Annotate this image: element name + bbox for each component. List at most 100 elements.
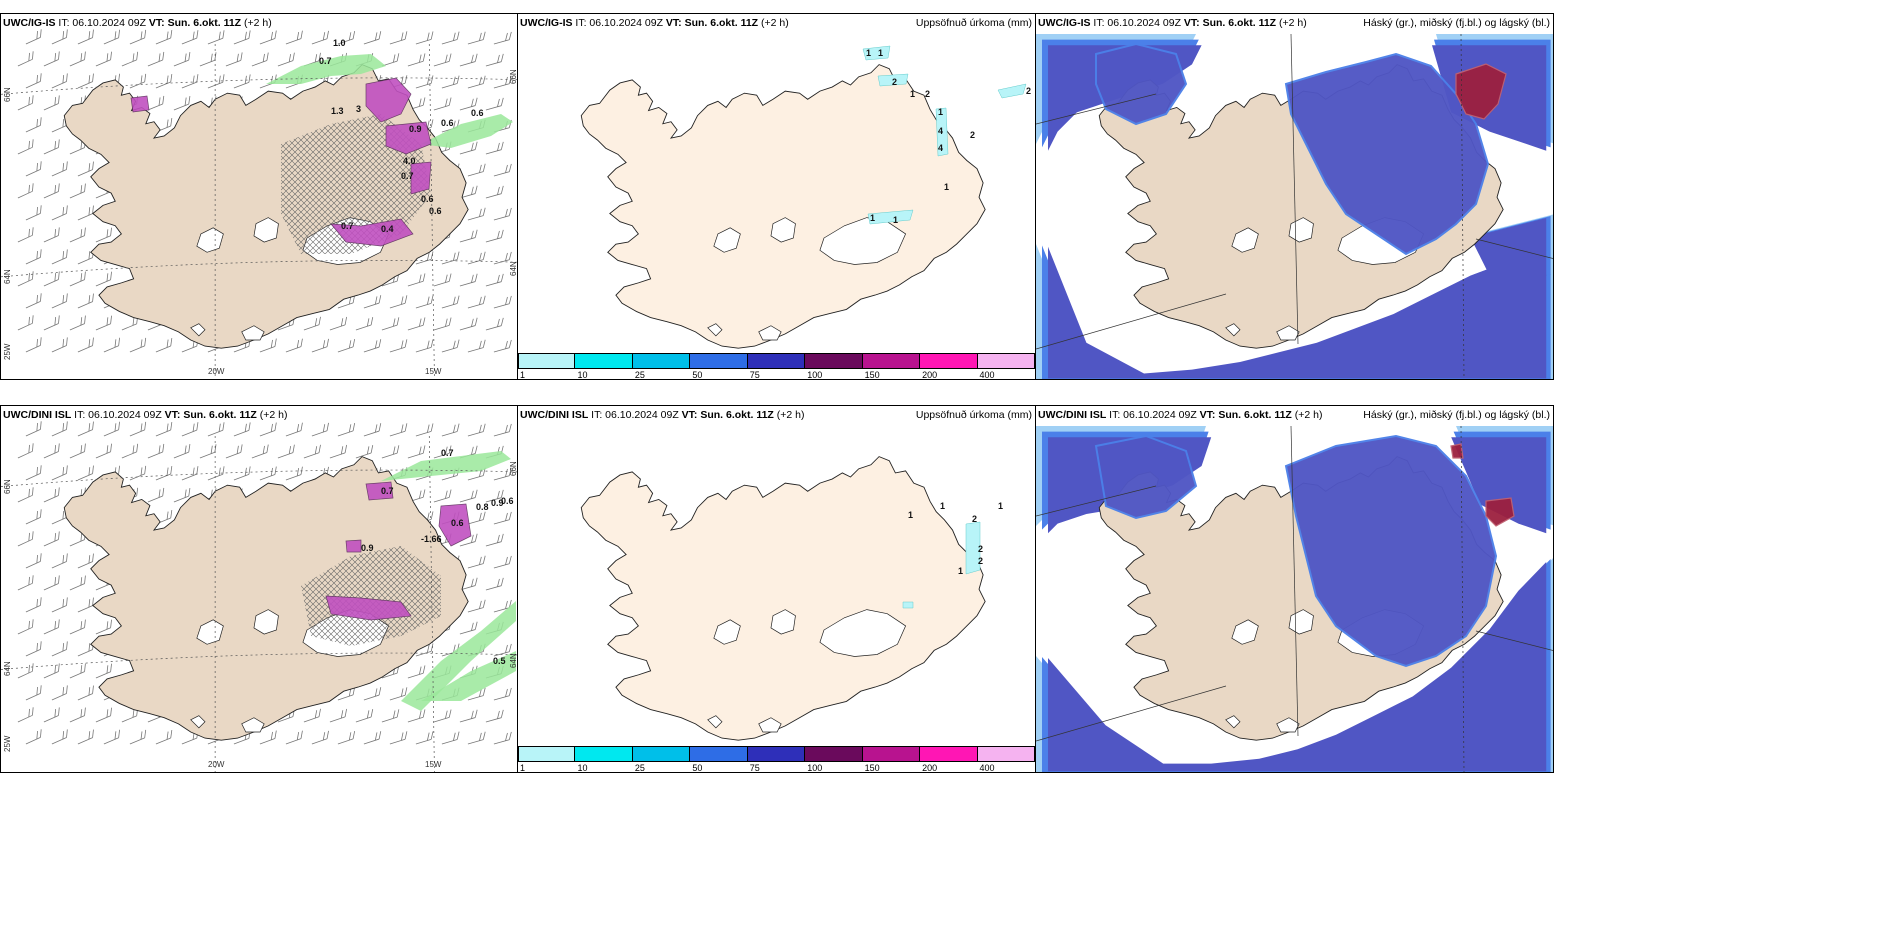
map-canvas	[1036, 33, 1553, 379]
value-label: 1	[910, 89, 915, 99]
colorbar-tick: 1	[520, 763, 526, 773]
colorbar-frame	[518, 746, 1035, 762]
lat-label: 66N	[509, 69, 518, 84]
colorbar-tick: 50	[692, 370, 703, 380]
precip-area	[877, 73, 909, 87]
lat-label: 66N	[509, 461, 518, 476]
panel-title: Uppsöfnuð úrkoma (mm)	[915, 17, 1032, 29]
value-label: 4	[938, 143, 943, 153]
cloud-low	[1048, 562, 1547, 772]
precip-area	[381, 451, 511, 481]
lon-label: 20W	[208, 760, 225, 769]
init-time: IT: 06.10.2024 09Z	[71, 409, 165, 421]
model-name: UWC/DINI ISL	[520, 409, 589, 421]
colorbar-tick: 10	[577, 763, 588, 773]
valid-time: VT: Sun. 6.okt. 11Z	[1183, 17, 1277, 29]
lat-label: 66N	[3, 87, 12, 102]
lead-time: (+2 h)	[773, 409, 805, 421]
value-label: 0.9	[361, 543, 374, 553]
precip-area	[965, 521, 981, 575]
colorbar-tick: 25	[634, 763, 645, 773]
valid-time: VT: Sun. 6.okt. 11Z	[164, 409, 257, 421]
precip-values: 1 1 1 2 1 2 2	[908, 501, 1003, 576]
value-label: 2	[892, 77, 897, 87]
precip-area	[421, 114, 513, 148]
map-canvas: 0.70.8 0.90.6-1.660.60.50.70.9	[1, 421, 517, 772]
colorbar-swatch	[690, 746, 748, 762]
panel-header: UWC/DINI ISL IT: 06.10.2024 09Z VT: Sun.…	[520, 409, 805, 421]
colorbar-swatch	[862, 353, 921, 369]
value-label: 2	[970, 130, 975, 140]
colorbar-tick: 75	[749, 370, 760, 380]
colorbar-swatch	[805, 353, 863, 369]
value-label: 1	[870, 213, 875, 223]
value-label: -1.66	[421, 534, 442, 544]
value-label: 2	[978, 556, 983, 566]
init-time: IT: 06.10.2024 09Z	[572, 17, 666, 29]
lead-time: (+2 h)	[256, 409, 288, 421]
precip-area	[902, 601, 914, 609]
panel-header: UWC/IG-IS IT: 06.10.2024 09Z VT: Sun. 6.…	[3, 17, 272, 29]
precip-area	[997, 83, 1027, 99]
lat-label: 64N	[509, 261, 518, 276]
cloud-low	[1094, 434, 1198, 520]
valid-time: VT: Sun. 6.okt. 11Z	[1199, 409, 1292, 421]
value-label: 0.9	[491, 498, 504, 508]
colorbar-tick: 200	[922, 763, 938, 773]
colorbar-tick: 400	[979, 370, 995, 380]
cloud-low	[1048, 246, 1547, 379]
iceland-landmass	[580, 64, 986, 349]
value-label: 1	[938, 107, 943, 117]
lat-label: 64N	[509, 653, 518, 668]
panel-wind-dini: 0.7 0.8 0.9 0.6 -1.66 0.6 0.5 0.7 0.9 20W 15W 66N 64…	[0, 405, 518, 773]
panel-title: Háský (gr.), miðský (fj.bl.) og lágský (…	[1363, 17, 1550, 29]
panel-wind-igis: 1.0 0.7 0.6 0.6 0.9 1.3 0.7 0.6 4.0 3 0.7 0.4 0.6 20W…	[0, 13, 518, 380]
value-label: 0.7	[381, 486, 394, 496]
map-canvas	[1036, 425, 1553, 772]
precip-area	[410, 161, 432, 195]
iceland-landmass	[580, 456, 986, 741]
value-label: 2	[925, 89, 930, 99]
colorbar-swatch	[632, 746, 691, 762]
value-label: 0.8	[476, 502, 489, 512]
valid-time: VT: Sun. 6.okt. 11Z	[681, 409, 774, 421]
colorbar-tick: 100	[807, 763, 823, 773]
model-name: UWC/DINI ISL	[1038, 409, 1107, 421]
value-label: 1.0	[333, 38, 346, 48]
value-label: 0.6	[501, 496, 514, 506]
value-label: 0.6	[471, 108, 484, 118]
init-time: IT: 06.10.2024 09Z	[1090, 17, 1184, 29]
value-label: 4	[938, 126, 943, 136]
graticule	[1036, 425, 1553, 772]
value-label: 3	[356, 104, 361, 114]
value-label: 0.7	[401, 171, 414, 181]
graticule	[1, 435, 517, 772]
colorbar-tick: 150	[864, 763, 880, 773]
model-name: UWC/IG-IS	[520, 17, 573, 29]
graticule	[1, 43, 517, 379]
colorbar-swatch	[518, 746, 576, 762]
colorbar-tick: 50	[692, 763, 703, 773]
hatched-area	[301, 546, 441, 646]
value-label: 1.3	[331, 106, 344, 116]
value-label: 0.7	[319, 56, 332, 66]
colorbar-swatch	[862, 746, 921, 762]
precip-area	[421, 651, 516, 701]
panel-header: UWC/DINI ISL IT: 06.10.2024 09Z VT: Sun.…	[1038, 409, 1323, 421]
cloud-low	[1451, 437, 1547, 534]
value-label: 2	[972, 514, 977, 524]
cloud-red	[1450, 443, 1464, 459]
graticule	[1036, 33, 1553, 379]
map-canvas: 1.00.70.60.60.91.30.70.64.030.7 0.40.6	[1, 29, 517, 379]
panel-cloud-igis: UWC/IG-IS IT: 06.10.2024 09Z VT: Sun. 6.…	[1035, 13, 1554, 380]
lon-label: 25W	[3, 735, 12, 752]
value-label: 1	[866, 48, 871, 58]
value-label: 1	[958, 566, 963, 576]
precip-area	[330, 218, 414, 247]
panel-header: UWC/DINI ISL IT: 06.10.2024 09Z VT: Sun.…	[3, 409, 288, 421]
colorbar-swatch	[920, 353, 978, 369]
lead-time: (+2 h)	[758, 17, 789, 29]
precip-area	[862, 45, 891, 61]
panel-title: Háský (gr.), miðský (fj.bl.) og lágský (…	[1363, 409, 1550, 421]
